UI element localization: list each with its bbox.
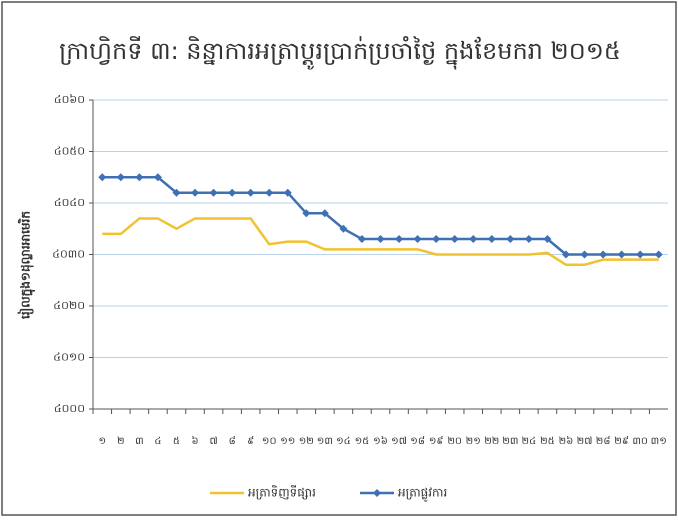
x-tick-label: ៩ (247, 435, 254, 447)
x-tick-label: ៦ (191, 435, 198, 447)
chart-title: ក្រាហ្វិកទី ៣: និន្នាការអត្រាប្តូរប្រាក់… (59, 36, 621, 70)
legend-marker (373, 489, 381, 497)
marker (636, 250, 645, 259)
marker (283, 188, 292, 197)
marker (487, 235, 496, 244)
x-tick-label: ២១ (466, 436, 481, 447)
marker (469, 235, 478, 244)
y-axis-label: រៀលក្នុង១ដុល្លារអាមេរិក (18, 211, 36, 319)
marker (580, 250, 589, 259)
y-tick-label: ៤០១០ (53, 351, 85, 364)
y-tick-label: ៤០២០ (53, 299, 85, 312)
x-tick-label: ៣១ (651, 436, 667, 447)
marker (320, 209, 329, 218)
x-tick-label: ២ (117, 436, 125, 447)
marker (524, 235, 533, 244)
marker (654, 250, 663, 259)
marker (246, 188, 255, 197)
x-tick-label: ២៣ (502, 436, 518, 447)
x-tick-label: ១៧ (391, 436, 407, 447)
y-tick-label: ៤០៦០ (54, 93, 85, 106)
x-tick-label: ១៣ (317, 436, 333, 447)
marker (450, 235, 459, 244)
marker (376, 235, 385, 244)
x-tick-label: ១៥ (355, 436, 370, 447)
x-tick-label: ៨ (229, 435, 236, 447)
x-tick-label: ៣០ (632, 436, 648, 447)
x-tick-label: ១១ (280, 436, 295, 447)
marker (228, 188, 237, 197)
x-tick-label: ៤ (154, 436, 161, 447)
x-tick-label: ២២ (484, 436, 499, 447)
x-tick-label: ៧ (209, 436, 217, 447)
y-tick-label: ៤០៣០ (52, 248, 85, 261)
x-tick-label: ១ (98, 436, 106, 447)
marker (432, 235, 441, 244)
y-tick-label: ៤០០០ (54, 402, 85, 415)
marker (339, 224, 348, 233)
marker (191, 188, 200, 197)
marker (357, 235, 366, 244)
marker (116, 173, 125, 182)
marker (617, 250, 626, 259)
x-tick-label: ២៨ (596, 435, 611, 447)
x-tick-label: ២៩ (614, 435, 629, 447)
line (102, 217, 659, 267)
marker (543, 235, 552, 244)
marker (135, 173, 144, 182)
legend-label: អត្រាទិញទីផ្សារ (248, 485, 316, 500)
x-tick-label: ១៦ (373, 435, 388, 447)
marker (172, 188, 181, 197)
x-tick-label: ១៨ (410, 435, 425, 447)
marker (153, 173, 162, 182)
marker (302, 209, 311, 218)
x-tick-label: ៥ (173, 436, 180, 447)
y-tick-label: ៤០៤០ (54, 196, 85, 209)
marker (209, 188, 218, 197)
x-tick-label: ១០ (262, 436, 277, 447)
x-tick-label: ២៤ (522, 436, 537, 447)
x-tick-label: ២០ (447, 436, 462, 447)
x-tick-label: ២៧ (577, 436, 593, 447)
x-tick-label: ២៥ (540, 436, 555, 447)
x-tick-label: ១៩ (429, 435, 444, 447)
marker (506, 235, 515, 244)
marker (395, 235, 404, 244)
legend-label: អត្រាផ្លូវការ (398, 486, 447, 503)
x-tick-label: ៣ (135, 436, 144, 447)
marker (599, 250, 608, 259)
marker (265, 188, 274, 197)
x-tick-label: ២៦ (559, 435, 574, 447)
y-tick-label: ៤០៥០ (54, 145, 85, 158)
marker (413, 235, 422, 244)
x-tick-label: ១៤ (336, 436, 351, 447)
marker (561, 250, 570, 259)
marker (98, 173, 107, 182)
x-tick-label: ១២ (299, 436, 314, 447)
